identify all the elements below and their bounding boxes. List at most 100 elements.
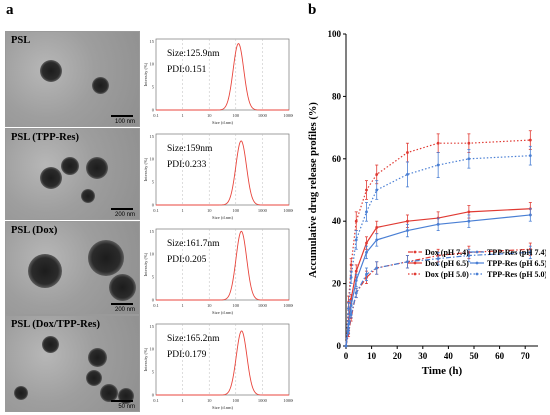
data-point	[354, 269, 358, 273]
data-point	[406, 229, 409, 232]
legend-marker	[413, 250, 417, 254]
x-axis-label: Size (d.nm)	[212, 310, 233, 315]
data-point	[354, 291, 358, 295]
size-text: Size:159nm	[167, 144, 213, 154]
y-tick-label: 100	[328, 29, 342, 39]
scale-bar-text: 50 nm	[118, 404, 135, 410]
data-point	[354, 219, 358, 223]
x-tick-label: 10	[207, 398, 212, 403]
plot-frame	[155, 228, 290, 301]
data-point	[436, 222, 440, 226]
x-axis-label: Size (d.nm)	[212, 120, 233, 125]
panel-a-label: a	[6, 2, 14, 18]
tem-particle	[28, 254, 62, 288]
legend-label: TPP-Res (pH 6.5)	[487, 259, 546, 268]
data-point	[467, 210, 471, 214]
legend-label: TPP-Res (pH 7.4)	[487, 248, 546, 257]
tem-label: PSL (Dox)	[11, 225, 58, 236]
size-distribution-curve	[156, 43, 289, 111]
y-axis-label: Accumulative drug release profiles (%)	[308, 102, 319, 278]
tem-particle	[100, 384, 118, 402]
x-tick-label: 1	[181, 113, 183, 118]
y-tick-label: 10	[150, 347, 155, 352]
x-tick-label: 1	[181, 303, 183, 308]
y-tick-label: 15	[150, 134, 155, 139]
data-point	[406, 219, 409, 223]
release-chart: 0 10 20 30 40 50 60 70 0 20 40 60 80 100 Time (h) Accum…	[308, 29, 546, 377]
series-line	[345, 248, 531, 347]
data-point	[347, 307, 350, 310]
legend-label: Dox (pH 6.5)	[425, 259, 469, 268]
tem-particle	[86, 157, 108, 179]
y-tick-label: 15	[150, 324, 155, 329]
x-tick-label: 100	[232, 398, 240, 403]
data-point	[528, 138, 532, 142]
panel-b-label: b	[308, 2, 317, 18]
y-tick-label: 5	[152, 370, 155, 375]
tem-particle	[88, 240, 124, 276]
x-tick-label: 100	[232, 208, 240, 213]
y-tick-label: 5	[152, 180, 155, 185]
tem-image-psl-dox-tpp-res: PSL (Dox/TPP-Res) 50 nm	[5, 315, 140, 412]
y-tick-label: 15	[150, 39, 155, 44]
data-point	[375, 188, 379, 192]
x-tick-label: 60	[495, 351, 505, 361]
x-tick-label: 1000	[258, 303, 268, 308]
tem-particle	[81, 189, 95, 203]
plot-frame	[155, 38, 290, 111]
data-point	[528, 251, 532, 254]
x-tick-label: 0.1	[153, 303, 159, 308]
tem-particle	[92, 77, 109, 94]
series-line	[345, 214, 531, 347]
data-point	[467, 141, 471, 145]
x-tick-label: 70	[521, 351, 531, 361]
tem-image-psl-tpp-res: PSL (TPP-Res) 200 nm	[5, 128, 140, 220]
y-tick-label: 5	[152, 275, 155, 280]
y-axis-label: Intensity (%)	[143, 62, 148, 86]
x-tick-label: 1000	[258, 208, 268, 213]
data-point	[349, 304, 353, 307]
data-point	[406, 151, 409, 154]
data-point	[467, 254, 471, 257]
tem-particle	[42, 336, 59, 353]
y-tick-label: 10	[150, 252, 155, 257]
pdi-text: PDI:0.151	[167, 65, 207, 75]
y-tick-label: 15	[150, 229, 155, 234]
y-tick-label: 0	[337, 341, 342, 351]
legend-marker	[475, 272, 479, 276]
scale-bar-text: 200 nm	[114, 307, 135, 313]
data-point	[349, 263, 353, 267]
scale-bar	[111, 208, 133, 210]
y-tick-label: 0	[152, 203, 155, 208]
x-axis-label: Time (h)	[422, 365, 463, 377]
x-tick-label: 1	[181, 398, 183, 403]
tem-particle	[14, 386, 28, 400]
data-point	[365, 188, 368, 192]
legend-marker	[413, 272, 417, 276]
size-distribution-curve	[156, 140, 289, 206]
x-tick-label: 10	[207, 208, 212, 213]
tem-label: PSL (TPP-Res)	[11, 132, 79, 143]
y-tick-label: 60	[332, 154, 342, 164]
x-tick-label: 1	[181, 208, 183, 213]
pdi-text: PDI:0.205	[167, 255, 207, 265]
y-tick-label: 5	[152, 85, 155, 90]
y-tick-label: 40	[332, 216, 342, 226]
plot-frame	[155, 323, 290, 396]
data-point	[436, 141, 440, 145]
legend-marker	[475, 261, 479, 265]
series-line	[345, 155, 531, 347]
size-text: Size:165.2nm	[167, 334, 220, 344]
x-tick-label: 40	[444, 351, 454, 361]
legend-marker	[413, 261, 417, 265]
y-tick-label: 10	[150, 157, 155, 162]
plot-frame	[155, 133, 290, 206]
legend-label: Dox (pH 7.4)	[425, 248, 469, 257]
legend-label: Dox (pH 5.0)	[425, 270, 469, 279]
size-distribution-curve	[156, 230, 289, 301]
pdi-text: PDI:0.233	[167, 160, 207, 170]
y-tick-label: 80	[332, 91, 342, 101]
